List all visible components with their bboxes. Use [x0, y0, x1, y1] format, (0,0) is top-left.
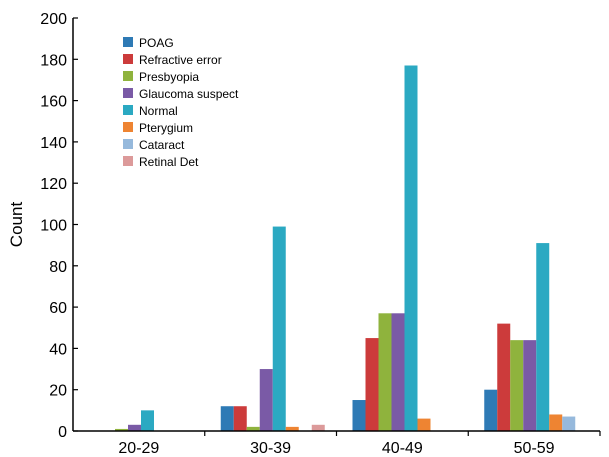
legend-swatch — [123, 139, 133, 149]
bar-poag-50-59 — [484, 389, 498, 431]
y-tick-label: 20 — [49, 383, 67, 400]
legend-label: Retinal Det — [139, 155, 199, 169]
legend-label: Refractive error — [139, 53, 222, 67]
bar-normal-50-59 — [536, 243, 550, 431]
y-tick-label: 100 — [40, 218, 67, 235]
y-tick-label: 120 — [40, 176, 67, 193]
legend-label: Presbyopia — [139, 70, 199, 84]
y-tick-label: 180 — [40, 52, 67, 69]
legend-label: Pterygium — [139, 121, 193, 135]
legend-label: Glaucoma suspect — [139, 87, 239, 101]
bar-refractive-error-40-49 — [365, 338, 379, 431]
bar-poag-40-49 — [352, 400, 366, 431]
x-tick-label: 30-39 — [250, 440, 291, 457]
legend-swatch — [123, 54, 133, 64]
bar-presbyopia-20-29 — [115, 428, 128, 431]
bar-refractive-error-30-39 — [233, 406, 247, 431]
bar-presbyopia-40-49 — [378, 313, 392, 431]
bar-cataract-50-59 — [562, 416, 576, 431]
legend-swatch — [123, 122, 133, 132]
legend-swatch — [123, 37, 133, 47]
legend-label: Cataract — [139, 138, 185, 152]
bar-glaucoma-suspect-30-39 — [259, 369, 273, 431]
y-tick-label: 0 — [58, 424, 67, 441]
bar-pterygium-30-39 — [285, 426, 299, 431]
bar-presbyopia-30-39 — [246, 426, 260, 431]
axes-layer: 0 20 40 60 80 100 120 140 160 180 200 20-29 30-39 40-… — [7, 11, 601, 457]
y-tick-label: 40 — [49, 341, 67, 358]
y-axis-title: Count — [7, 202, 26, 248]
x-tick-label: 50-59 — [514, 440, 555, 457]
bar-presbyopia-50-59 — [510, 340, 524, 431]
bar-poag-30-39 — [220, 406, 234, 431]
y-tick-label: 200 — [40, 11, 67, 28]
bar-glaucoma-suspect-50-59 — [523, 340, 537, 431]
y-tick-label: 160 — [40, 94, 67, 111]
x-tick-label: 20-29 — [118, 440, 159, 457]
bar-normal-20-29 — [141, 410, 154, 431]
legend-label: POAG — [139, 36, 174, 50]
bar-pterygium-50-59 — [549, 414, 563, 431]
bar-glaucoma-suspect-40-49 — [391, 313, 405, 431]
bar-normal-40-49 — [404, 65, 418, 432]
bar-retinal-det-30-39 — [311, 424, 325, 431]
legend-swatch — [123, 71, 133, 81]
bar-refractive-error-50-59 — [497, 323, 511, 431]
legend-swatch — [123, 88, 133, 98]
legend-swatch — [123, 105, 133, 115]
legend: POAG Refractive error Presbyopia Glaucoma s… — [123, 36, 239, 169]
bar-pterygium-40-49 — [417, 418, 431, 431]
legend-swatch — [123, 156, 133, 166]
legend-label: Normal — [139, 104, 178, 118]
y-tick-label: 80 — [49, 259, 67, 276]
y-tick-label: 140 — [40, 135, 67, 152]
bar-glaucoma-suspect-20-29 — [128, 424, 141, 431]
bars-layer — [115, 65, 576, 432]
y-tick-label: 60 — [49, 300, 67, 317]
x-tick-label: 40-49 — [382, 440, 423, 457]
bar-normal-30-39 — [272, 226, 286, 431]
